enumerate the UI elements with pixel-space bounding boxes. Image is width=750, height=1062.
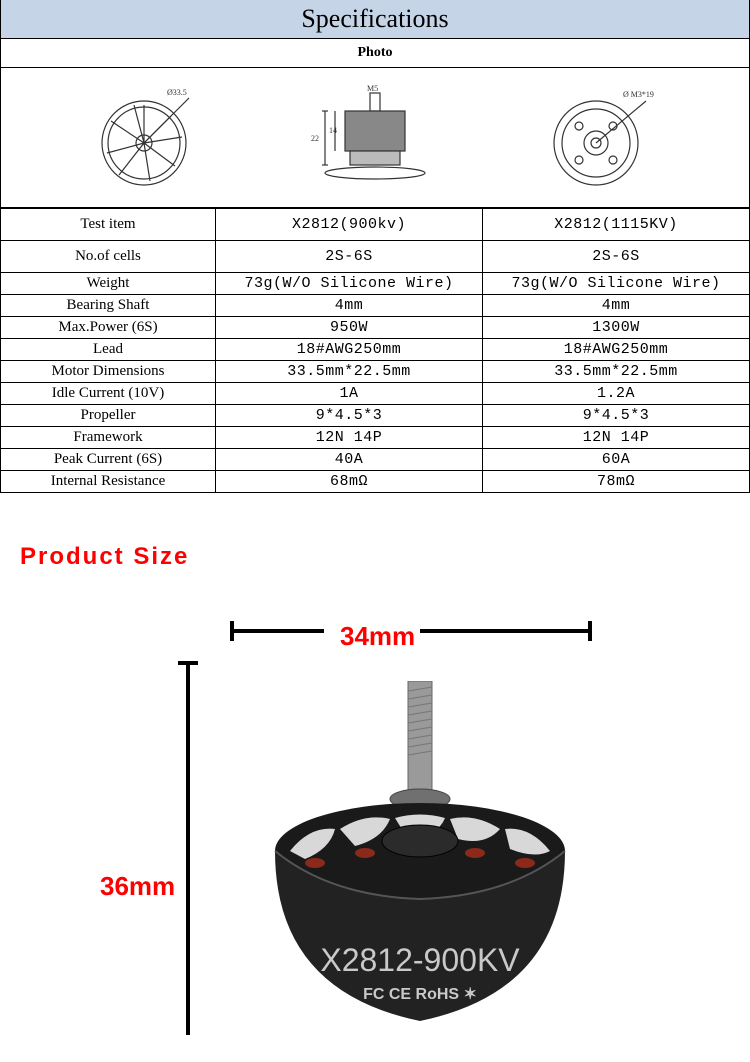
spec-label: Bearing Shaft xyxy=(1,295,216,317)
spec-value-1: 33.5mm*22.5mm xyxy=(216,361,483,383)
spec-value-1: 68mΩ xyxy=(216,471,483,493)
diagram-front-view: Ø33.5 xyxy=(89,83,209,193)
width-dimension-label: 34mm xyxy=(340,621,415,652)
motor-model-label: X2812-900KV xyxy=(320,942,520,978)
spec-label: Propeller xyxy=(1,405,216,427)
spec-label: Test item xyxy=(1,209,216,241)
spec-value-1: 2S-6S xyxy=(216,241,483,273)
spec-label: Lead xyxy=(1,339,216,361)
technical-diagrams: Ø33.5 22 14 M5 Ø M3 xyxy=(0,68,750,208)
diagram-side-view: 22 14 M5 xyxy=(305,83,445,193)
spec-value-1: 9*4.5*3 xyxy=(216,405,483,427)
table-row: Propeller9*4.5*39*4.5*3 xyxy=(1,405,750,427)
table-row: No.of cells2S-6S2S-6S xyxy=(1,241,750,273)
table-row: Test itemX2812(900kv)X2812(1115KV) xyxy=(1,209,750,241)
spec-value-1: 18#AWG250mm xyxy=(216,339,483,361)
spec-value-2: 4mm xyxy=(483,295,750,317)
svg-text:M5: M5 xyxy=(367,84,378,93)
spec-label: Max.Power (6S) xyxy=(1,317,216,339)
table-row: Lead18#AWG250mm18#AWG250mm xyxy=(1,339,750,361)
spec-value-2: 60A xyxy=(483,449,750,471)
spec-value-1: X2812(900kv) xyxy=(216,209,483,241)
spec-value-1: 40A xyxy=(216,449,483,471)
height-dimension-label: 36mm xyxy=(100,871,175,902)
spec-value-2: 9*4.5*3 xyxy=(483,405,750,427)
product-size-heading: Product Size xyxy=(20,543,750,571)
specifications-header: Specifications xyxy=(0,0,750,39)
specifications-table: Test itemX2812(900kv)X2812(1115KV)No.of … xyxy=(0,208,750,493)
spec-value-2: 1300W xyxy=(483,317,750,339)
table-row: Framework12N 14P12N 14P xyxy=(1,427,750,449)
table-row: Max.Power (6S)950W1300W xyxy=(1,317,750,339)
table-row: Weight73g(W/O Silicone Wire)73g(W/O Sili… xyxy=(1,273,750,295)
table-row: Motor Dimensions33.5mm*22.5mm33.5mm*22.5… xyxy=(1,361,750,383)
spec-value-2: 1.2A xyxy=(483,383,750,405)
photo-label: Photo xyxy=(0,39,750,68)
spec-value-2: X2812(1115KV) xyxy=(483,209,750,241)
spec-label: Motor Dimensions xyxy=(1,361,216,383)
table-row: Peak Current (6S)40A60A xyxy=(1,449,750,471)
spec-label: Weight xyxy=(1,273,216,295)
spec-label: Idle Current (10V) xyxy=(1,383,216,405)
spec-value-1: 12N 14P xyxy=(216,427,483,449)
spec-label: Framework xyxy=(1,427,216,449)
spec-value-1: 950W xyxy=(216,317,483,339)
product-size-figure: 34mm 36mm xyxy=(0,601,750,1041)
spec-value-1: 73g(W/O Silicone Wire) xyxy=(216,273,483,295)
spec-label: Peak Current (6S) xyxy=(1,449,216,471)
svg-text:14: 14 xyxy=(329,126,337,135)
spec-value-1: 1A xyxy=(216,383,483,405)
diagram-bottom-view: Ø M3*19 xyxy=(541,83,661,193)
spec-value-2: 78mΩ xyxy=(483,471,750,493)
spec-value-2: 18#AWG250mm xyxy=(483,339,750,361)
svg-text:22: 22 xyxy=(311,134,319,143)
spec-value-1: 4mm xyxy=(216,295,483,317)
motor-cert-label: FC CE RoHS ✶ xyxy=(363,986,477,1003)
svg-text:Ø33.5: Ø33.5 xyxy=(167,88,187,97)
spec-label: No.of cells xyxy=(1,241,216,273)
spec-label: Internal Resistance xyxy=(1,471,216,493)
motor-product-image: X2812-900KV FC CE RoHS ✶ xyxy=(260,681,580,1041)
spec-value-2: 12N 14P xyxy=(483,427,750,449)
table-row: Bearing Shaft4mm4mm xyxy=(1,295,750,317)
table-row: Idle Current (10V)1A1.2A xyxy=(1,383,750,405)
svg-text:Ø M3*19: Ø M3*19 xyxy=(623,90,654,99)
spec-value-2: 2S-6S xyxy=(483,241,750,273)
spec-value-2: 33.5mm*22.5mm xyxy=(483,361,750,383)
spec-value-2: 73g(W/O Silicone Wire) xyxy=(483,273,750,295)
table-row: Internal Resistance68mΩ78mΩ xyxy=(1,471,750,493)
